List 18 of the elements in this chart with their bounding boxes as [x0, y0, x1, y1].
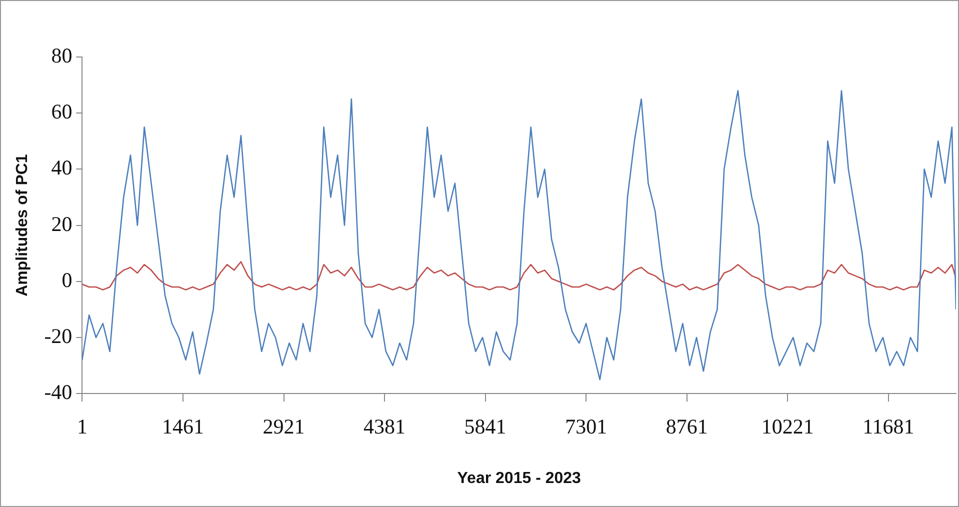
- y-tick-label: 40: [51, 156, 72, 180]
- x-tick-label: 8761: [666, 414, 708, 439]
- x-tick-label: 5841: [464, 414, 506, 439]
- x-tick-label: 11681: [862, 414, 914, 439]
- x-tick-label: 4381: [364, 414, 406, 439]
- y-tick-label: 60: [51, 100, 72, 124]
- x-tick-label: 1: [76, 414, 88, 439]
- y-tick-label: 20: [51, 212, 72, 236]
- y-axis-title: Amplitudes of PC1: [14, 154, 32, 296]
- x-tick-label: 10221: [761, 414, 814, 439]
- x-axis-title: Year 2015 - 2023: [457, 470, 582, 487]
- x-tick-label: 2921: [262, 414, 305, 439]
- x-tick-label: 1461: [162, 414, 204, 439]
- x-tick-label: 7301: [565, 414, 608, 439]
- y-tick-label: -40: [44, 380, 72, 404]
- y-tick-label: 80: [51, 44, 72, 68]
- y-tick-label: -20: [44, 324, 72, 348]
- y-tick-label: 0: [62, 268, 72, 292]
